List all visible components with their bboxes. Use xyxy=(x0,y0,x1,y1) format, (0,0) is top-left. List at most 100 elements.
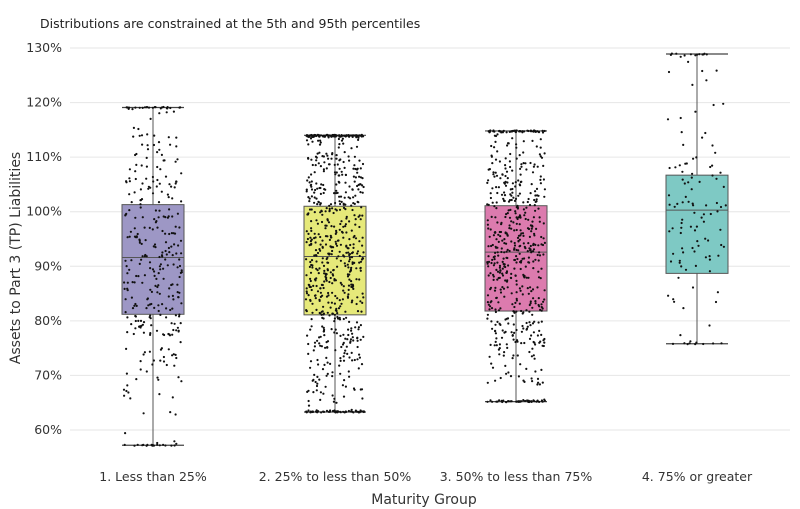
data-point xyxy=(148,350,151,353)
data-point xyxy=(158,209,161,212)
data-point xyxy=(489,192,492,195)
data-point xyxy=(355,168,359,171)
data-point xyxy=(133,191,136,194)
data-point xyxy=(145,444,148,447)
data-point xyxy=(177,330,180,333)
data-point xyxy=(154,209,157,212)
data-point xyxy=(350,280,353,283)
data-point xyxy=(174,225,177,228)
data-point xyxy=(326,218,329,221)
data-point xyxy=(322,312,325,315)
data-point xyxy=(359,218,362,221)
data-point xyxy=(134,170,137,173)
data-point xyxy=(310,325,313,328)
data-point xyxy=(360,388,364,391)
data-point xyxy=(346,273,349,276)
data-point xyxy=(537,297,540,300)
data-point xyxy=(331,207,334,210)
data-point xyxy=(317,162,320,165)
data-point xyxy=(490,261,493,265)
data-point xyxy=(156,291,159,294)
data-point xyxy=(315,159,318,162)
data-point xyxy=(326,340,330,343)
data-point xyxy=(307,156,310,160)
data-point xyxy=(536,194,539,197)
data-point xyxy=(310,133,313,137)
data-point xyxy=(536,377,540,380)
data-point xyxy=(539,138,542,141)
data-point xyxy=(306,334,309,337)
data-point xyxy=(308,208,312,211)
data-point xyxy=(154,284,157,287)
data-point xyxy=(353,261,356,264)
data-point xyxy=(530,183,533,186)
data-point xyxy=(514,274,517,277)
data-point xyxy=(531,313,534,316)
data-point xyxy=(513,129,517,132)
data-point xyxy=(173,364,176,367)
data-point xyxy=(358,278,361,281)
data-point xyxy=(167,332,170,336)
data-point xyxy=(510,240,513,243)
data-point xyxy=(310,288,313,292)
data-point xyxy=(352,202,355,205)
data-point xyxy=(530,377,533,380)
data-point xyxy=(330,328,333,331)
data-point xyxy=(500,131,503,134)
data-point xyxy=(343,196,346,199)
data-point xyxy=(164,249,167,253)
data-point xyxy=(313,191,316,194)
data-point xyxy=(172,328,175,332)
data-point xyxy=(344,310,347,313)
data-point xyxy=(128,268,131,271)
data-point xyxy=(129,230,132,233)
data-point xyxy=(704,256,708,259)
data-point xyxy=(528,310,531,313)
data-point xyxy=(169,143,172,146)
data-point xyxy=(339,410,342,413)
data-point xyxy=(164,216,167,219)
data-point xyxy=(319,192,322,195)
data-point xyxy=(316,269,319,272)
data-point xyxy=(333,279,336,282)
data-point xyxy=(134,177,137,181)
data-point xyxy=(319,211,322,214)
data-point xyxy=(306,213,309,216)
data-point xyxy=(180,380,183,383)
data-point xyxy=(501,286,504,289)
data-point xyxy=(506,256,509,260)
data-point xyxy=(307,196,310,199)
data-point xyxy=(178,291,181,294)
data-point xyxy=(151,363,154,366)
data-point xyxy=(313,237,316,240)
data-point xyxy=(340,345,343,349)
data-point xyxy=(705,53,708,56)
data-point xyxy=(497,254,500,257)
data-point xyxy=(338,318,342,321)
data-point xyxy=(504,184,508,187)
data-point xyxy=(158,444,161,447)
data-point xyxy=(722,245,726,248)
data-point xyxy=(711,144,714,147)
data-point xyxy=(531,220,534,223)
data-point xyxy=(345,231,348,234)
data-point xyxy=(326,361,329,364)
data-point xyxy=(359,167,362,170)
data-point xyxy=(543,341,546,344)
data-point xyxy=(137,275,140,278)
data-point xyxy=(355,321,359,324)
data-point xyxy=(532,399,535,402)
data-point xyxy=(138,106,141,109)
data-point xyxy=(704,131,707,135)
data-point xyxy=(529,300,532,303)
data-point xyxy=(342,333,345,336)
data-point xyxy=(340,220,343,223)
data-point xyxy=(149,332,152,335)
data-point xyxy=(356,339,359,342)
data-point xyxy=(691,202,694,205)
data-point xyxy=(357,138,360,141)
data-point xyxy=(515,310,518,313)
data-point xyxy=(494,231,497,234)
data-point xyxy=(514,185,517,188)
data-point xyxy=(312,349,315,352)
